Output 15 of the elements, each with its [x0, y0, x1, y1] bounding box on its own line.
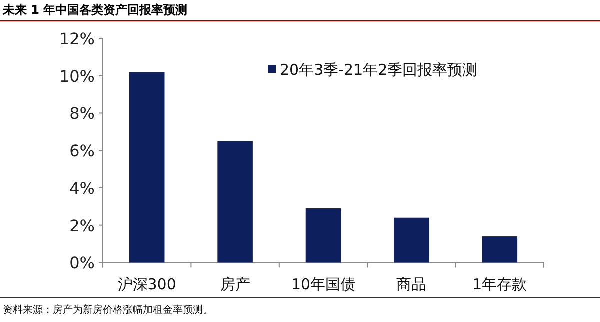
x-tick-label: 商品	[396, 276, 427, 294]
x-tick-label: 10年国债	[291, 276, 356, 294]
legend: 20年3季-21年2季回报率预测	[268, 61, 478, 79]
x-tick-label: 沪深300	[118, 276, 176, 294]
y-tick-label: 4%	[70, 178, 95, 198]
y-tick-label: 10%	[59, 66, 95, 86]
y-tick-label: 0%	[70, 254, 95, 273]
y-tick-label: 6%	[70, 142, 95, 161]
y-tick-label: 2%	[70, 216, 95, 236]
x-tick-label: 1年存款	[472, 276, 528, 294]
text: 资料来源：房产为新房价格涨幅加租金率预测。	[3, 304, 213, 316]
y-tick-label: 8%	[70, 104, 95, 124]
x-tick-label: 房产	[220, 276, 250, 294]
y-tick-label: 12%	[59, 30, 95, 48]
chart-title: 未来 1 年中国各类资产回报率预测	[2, 3, 188, 17]
